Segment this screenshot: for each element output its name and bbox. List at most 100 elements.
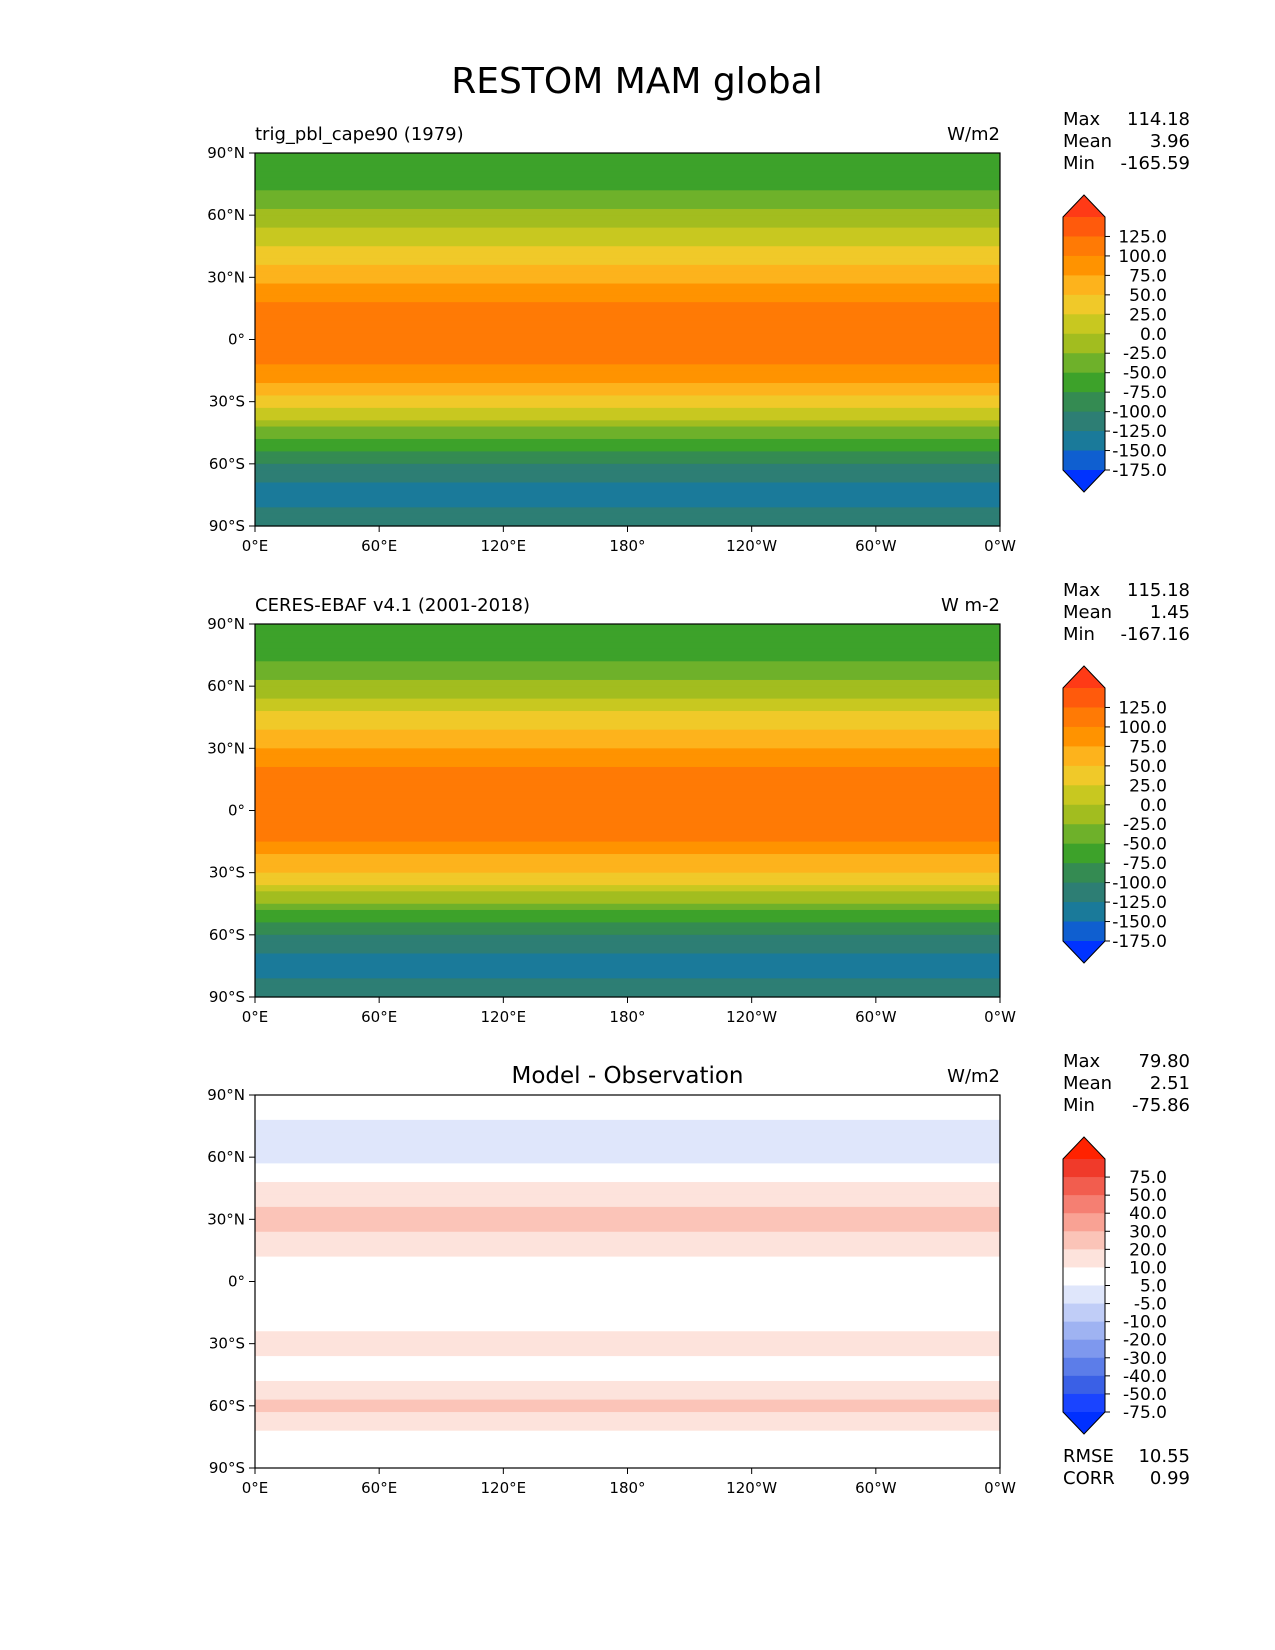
colorbar-tick-label: -20.0 bbox=[1123, 1331, 1167, 1351]
field-band bbox=[255, 779, 1000, 787]
colorbar-extend-max bbox=[1063, 666, 1105, 688]
field-band bbox=[255, 1200, 1000, 1208]
colorbar-tick-label: -100.0 bbox=[1112, 874, 1167, 894]
field-band bbox=[255, 1275, 1000, 1283]
y-tick-label: 30°S bbox=[209, 393, 245, 411]
colorbar-tick-label: -50.0 bbox=[1123, 1385, 1167, 1405]
field-band bbox=[255, 1374, 1000, 1382]
colorbar-tick-label: 25.0 bbox=[1129, 305, 1167, 325]
field-band bbox=[255, 252, 1000, 260]
stat-value: -75.86 bbox=[1132, 1095, 1190, 1116]
colorbar-tick-label: -50.0 bbox=[1123, 835, 1167, 855]
field-band bbox=[255, 470, 1000, 477]
field-band bbox=[255, 903, 1000, 911]
colorbar-bin bbox=[1063, 1249, 1105, 1268]
field-band bbox=[255, 1337, 1000, 1345]
x-tick-label: 60°W bbox=[855, 537, 897, 555]
colorbar-tick-label: 100.0 bbox=[1118, 718, 1167, 738]
x-tick-label: 180° bbox=[609, 537, 645, 555]
colorbar-bin bbox=[1063, 255, 1105, 276]
field-band bbox=[255, 457, 1000, 465]
x-tick-label: 120°E bbox=[481, 1479, 527, 1497]
colorbar-tick-label: -150.0 bbox=[1112, 442, 1167, 462]
field-band bbox=[255, 233, 1000, 241]
field-band bbox=[255, 742, 1000, 749]
field-band bbox=[255, 1194, 1000, 1202]
colorbar-bin bbox=[1063, 1177, 1105, 1196]
field-band bbox=[255, 636, 1000, 644]
x-tick-label: 60°E bbox=[361, 1479, 397, 1497]
panel-3: 0°E 60°E 120°E 180° 120°W 60°W 0°W 90°N 60°N 30°N… bbox=[207, 1051, 1190, 1497]
x-tick-label: 0°W bbox=[984, 1008, 1016, 1026]
field-band bbox=[255, 258, 1000, 266]
field-band bbox=[255, 1175, 1000, 1183]
field-band bbox=[255, 916, 1000, 923]
field-band bbox=[255, 488, 1000, 496]
field-band bbox=[255, 1349, 1000, 1357]
panel-title: Model - Observation bbox=[511, 1063, 743, 1089]
field-band bbox=[255, 1455, 1000, 1463]
rmse-value: 10.55 bbox=[1138, 1446, 1190, 1467]
colorbar-bin bbox=[1063, 882, 1105, 903]
panel-title: CERES-EBAF v4.1 (2001-2018) bbox=[255, 595, 530, 616]
field-band bbox=[255, 704, 1000, 712]
colorbar-tick-label: 0.0 bbox=[1140, 796, 1167, 816]
field-band bbox=[255, 909, 1000, 917]
field-band bbox=[255, 735, 1000, 743]
field-band bbox=[255, 624, 1000, 631]
field-band bbox=[255, 1312, 1000, 1320]
colorbar-bin bbox=[1063, 1375, 1105, 1395]
stat-value: 1.45 bbox=[1150, 602, 1190, 623]
colorbar-tick-label: -125.0 bbox=[1112, 893, 1167, 913]
colorbar-bin bbox=[1063, 843, 1105, 864]
colorbar: 125.0100.075.050.025.00.0-25.0-50.0-75.0… bbox=[1062, 194, 1167, 493]
stat-label: Max bbox=[1063, 1051, 1101, 1072]
field-band bbox=[255, 426, 1000, 434]
field-band bbox=[255, 1399, 1000, 1407]
field-band bbox=[255, 501, 1000, 508]
field-band bbox=[255, 1150, 1000, 1158]
x-tick-label: 60°E bbox=[361, 1008, 397, 1026]
stat-label: Mean bbox=[1063, 602, 1112, 623]
colorbar-bin bbox=[1063, 804, 1105, 825]
field-band bbox=[255, 302, 1000, 310]
field-band bbox=[255, 897, 1000, 905]
colorbar-tick-label: 40.0 bbox=[1129, 1204, 1167, 1224]
field-band bbox=[255, 1213, 1000, 1220]
colorbar-bin bbox=[1063, 688, 1105, 708]
colorbar-tick-label: 50.0 bbox=[1129, 286, 1167, 306]
field-band bbox=[255, 1101, 1000, 1109]
colorbar-tick-label: 30.0 bbox=[1129, 1222, 1167, 1242]
colorbar-tick-label: -125.0 bbox=[1112, 422, 1167, 442]
field-band bbox=[255, 1269, 1000, 1276]
colorbar-bin bbox=[1063, 1357, 1105, 1377]
field-band bbox=[255, 1157, 1000, 1164]
x-tick-label: 60°W bbox=[855, 1479, 897, 1497]
field-band bbox=[255, 804, 1000, 812]
colorbar-extend-max bbox=[1063, 1137, 1105, 1159]
field-band bbox=[255, 941, 1000, 948]
field-band bbox=[255, 1405, 1000, 1413]
field-band bbox=[255, 327, 1000, 334]
colorbar-bin bbox=[1063, 1303, 1105, 1323]
colorbar-bin bbox=[1063, 921, 1105, 942]
field-band bbox=[255, 1169, 1000, 1177]
field-band bbox=[255, 339, 1000, 347]
stat-value: 114.18 bbox=[1127, 109, 1190, 130]
field-band bbox=[255, 891, 1000, 899]
panel-units: W/m2 bbox=[947, 1066, 1000, 1087]
stat-label: Min bbox=[1063, 153, 1095, 174]
field-band bbox=[255, 215, 1000, 222]
y-tick-label: 60°N bbox=[207, 1148, 245, 1166]
stat-value: 2.51 bbox=[1150, 1073, 1190, 1094]
x-tick-label: 120°E bbox=[481, 1008, 527, 1026]
field-band bbox=[255, 841, 1000, 849]
colorbar-bin bbox=[1063, 431, 1105, 452]
field-band bbox=[255, 661, 1000, 669]
field-band bbox=[255, 1449, 1000, 1457]
field-band bbox=[255, 1244, 1000, 1252]
field-band bbox=[255, 494, 1000, 502]
colorbar-bin bbox=[1063, 902, 1105, 923]
field-band bbox=[255, 766, 1000, 774]
colorbar-bin bbox=[1063, 726, 1105, 747]
